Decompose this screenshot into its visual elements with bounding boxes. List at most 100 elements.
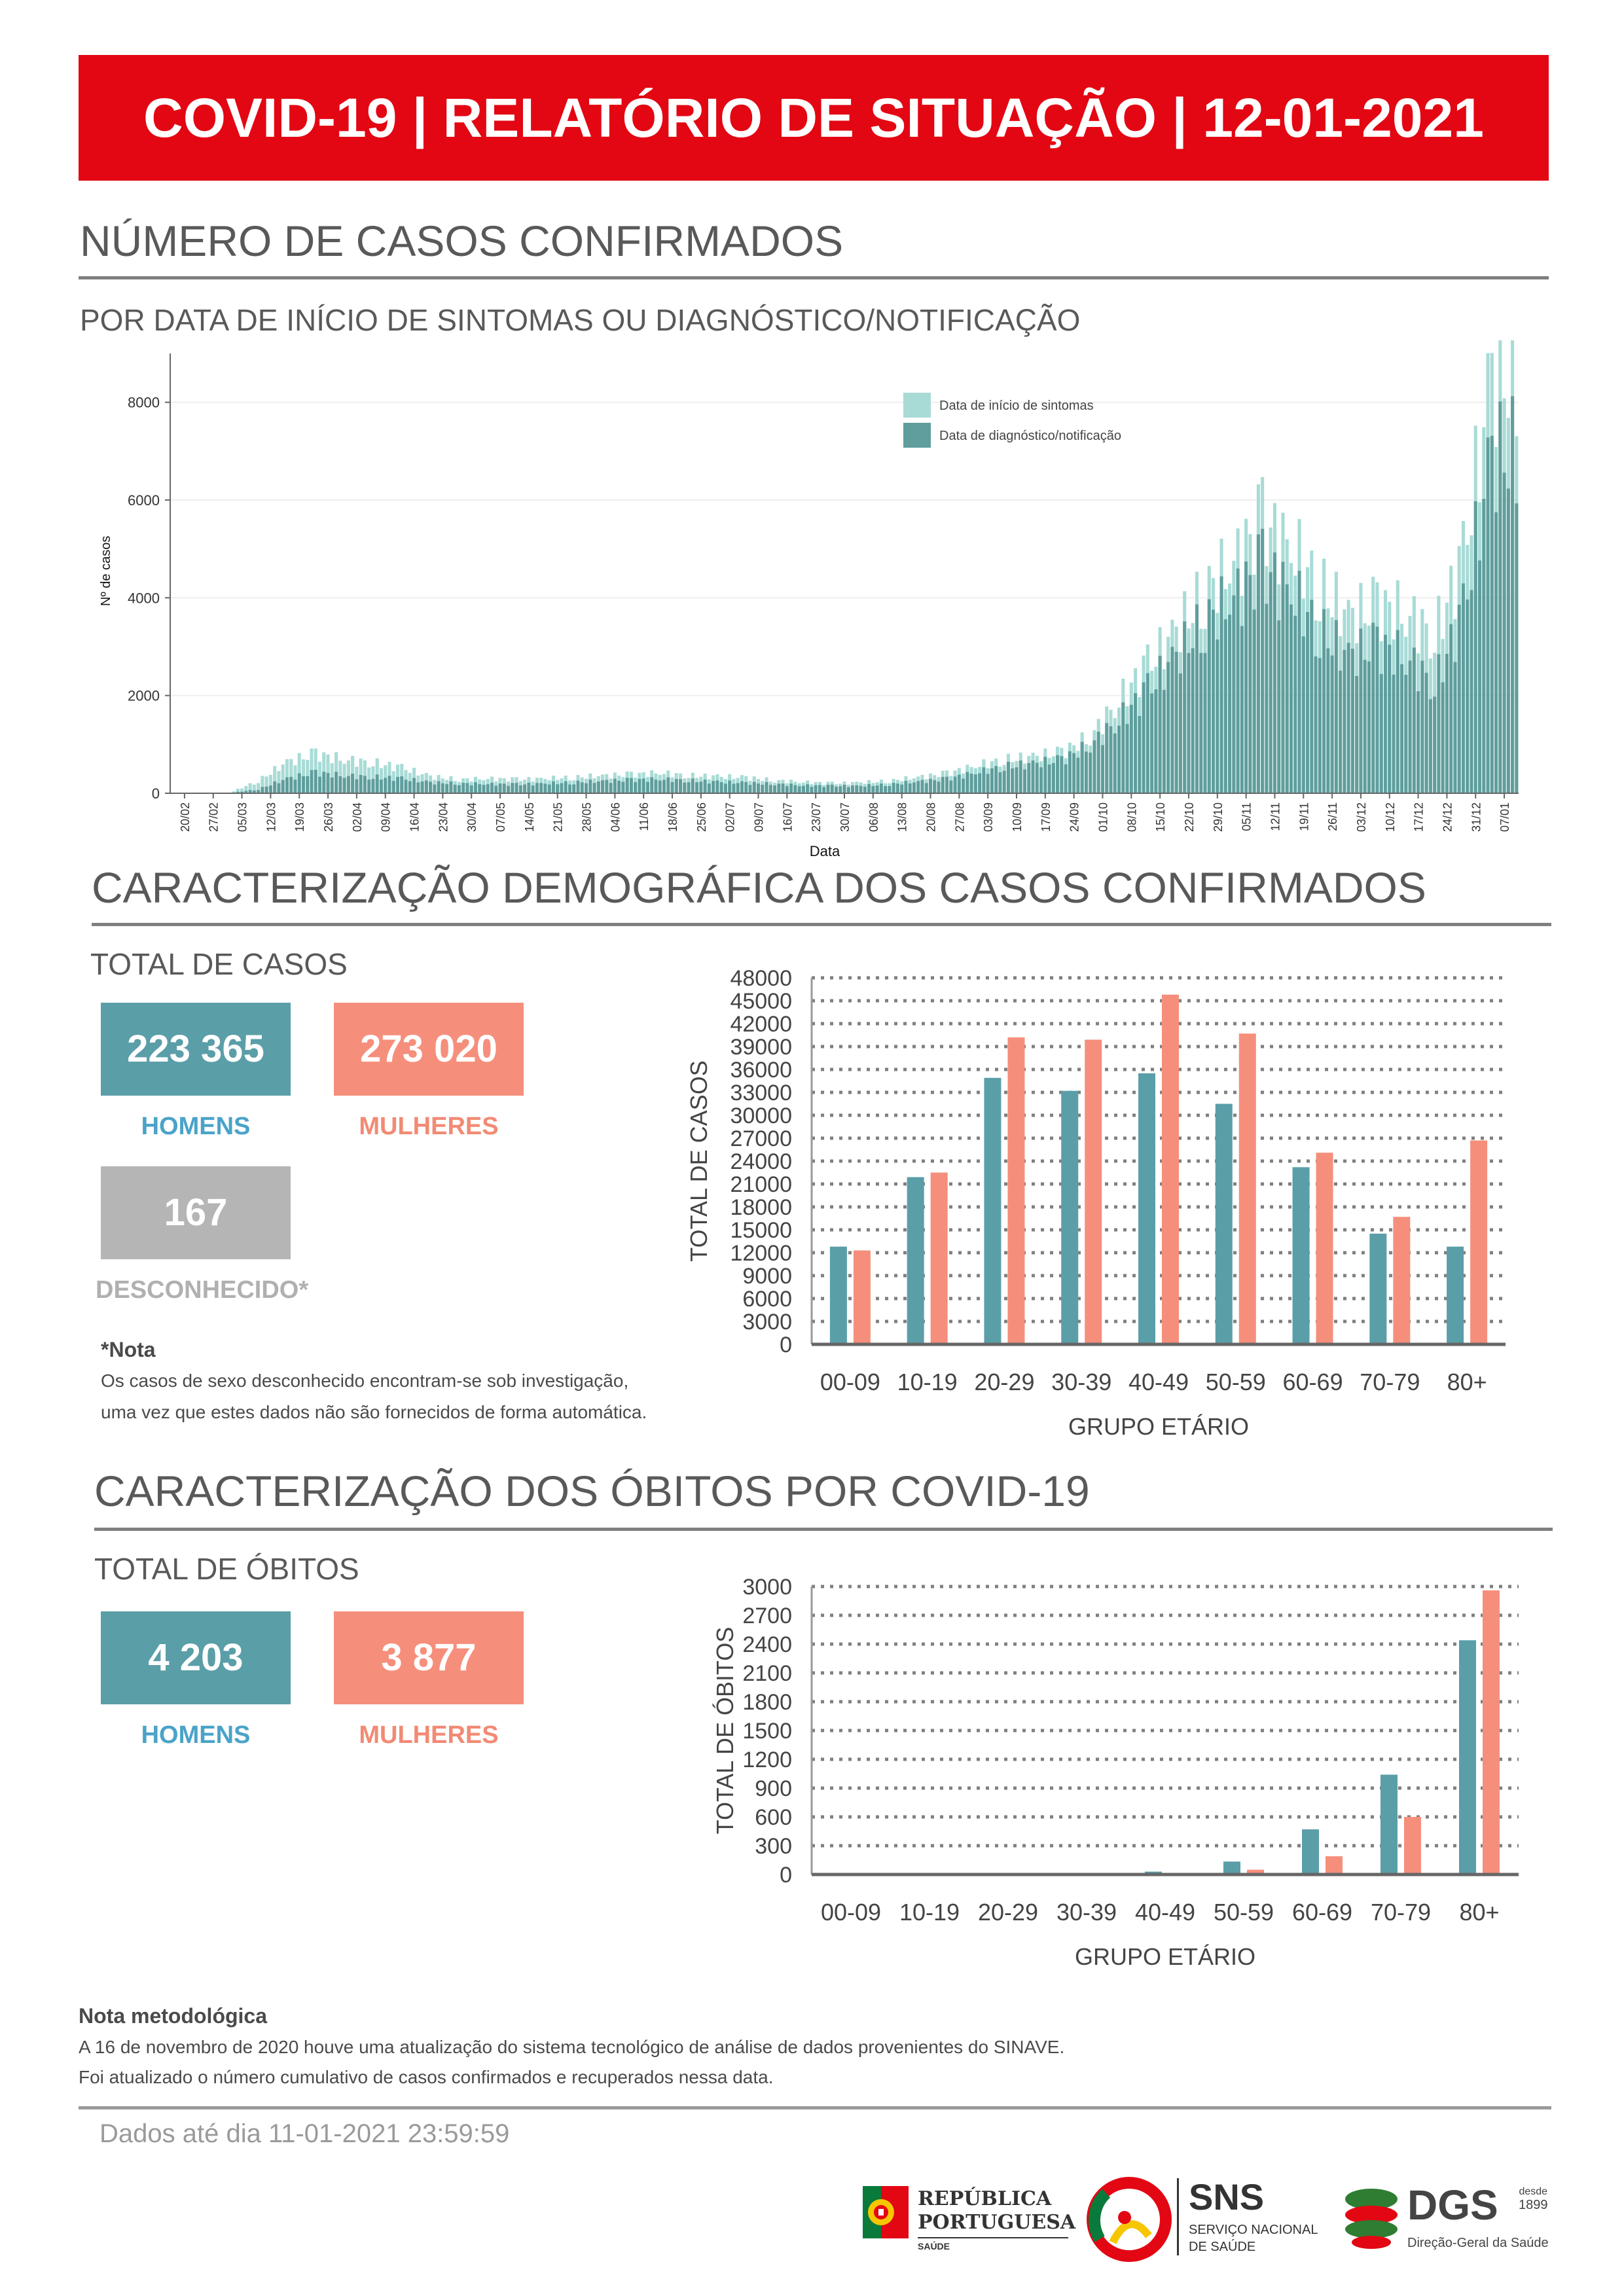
diagnosis-bar	[1482, 499, 1486, 793]
diagnosis-bar	[453, 784, 457, 793]
diagnosis-bar	[601, 780, 605, 793]
diagnosis-bar	[490, 782, 494, 793]
logo-dgs-year: 1899	[1519, 2198, 1548, 2212]
section-divider	[92, 923, 1551, 926]
symptom-onset-bar	[277, 771, 281, 793]
title-banner: COVID-19 | RELATÓRIO DE SITUAÇÃO | 12-01…	[79, 55, 1549, 181]
x-tick-label: 15/10	[1154, 802, 1167, 832]
diagnosis-bar	[580, 782, 584, 793]
diagnosis-bar	[839, 786, 842, 793]
diagnosis-bar	[1096, 732, 1100, 793]
x-tick-label: 31/12	[1470, 802, 1483, 832]
diagnosis-bar	[892, 783, 895, 793]
diagnosis-bar	[699, 781, 703, 793]
diagnosis-bar	[1346, 643, 1350, 793]
diagnosis-bar	[1265, 603, 1269, 793]
diagnosis-bar	[1138, 715, 1142, 793]
diagnosis-bar	[654, 780, 658, 793]
epicurve-chart: 0 2000 4000 6000 8000 Nº de casos 20/02 27/02 05…	[99, 340, 1519, 859]
x-tick-label: 20/02	[179, 802, 192, 832]
diagnosis-bar	[424, 780, 428, 793]
legend-label-symptom: Data de início de sintomas	[939, 399, 1094, 413]
diagnosis-bar	[1445, 654, 1449, 793]
diagnosis-bar	[1310, 600, 1314, 793]
section-title-deaths: CARACTERIZAÇÃO DOS ÓBITOS POR COVID-19	[94, 1467, 1090, 1515]
y-tick-label: 36000	[730, 1058, 792, 1083]
diagnosis-bar	[1502, 473, 1506, 793]
diagnosis-bar	[1371, 622, 1375, 793]
y-tick-label: 27000	[730, 1126, 792, 1151]
diagnosis-bar	[822, 787, 826, 793]
diagnosis-bar	[1252, 609, 1256, 793]
men-bar	[1380, 1774, 1398, 1874]
diagnosis-bar	[1441, 682, 1445, 793]
section-title-demographics: CARACTERIZAÇÃO DEMOGRÁFICA DOS CASOS CON…	[92, 863, 1426, 912]
diagnosis-bar	[1285, 584, 1289, 793]
logo-dgs-since: desde	[1519, 2186, 1548, 2197]
diagnosis-bar	[1318, 658, 1322, 793]
diagnosis-bar	[1199, 653, 1203, 793]
total-cases-label: TOTAL DE CASOS	[90, 947, 348, 981]
diagnosis-bar	[707, 783, 711, 793]
y-tick-label: 1200	[742, 1748, 792, 1772]
y-tick-label: 21000	[730, 1172, 792, 1197]
diagnosis-bar	[473, 782, 478, 793]
diagnosis-bar	[240, 791, 244, 793]
diagnosis-bar	[1457, 604, 1461, 793]
note-title: *Nota	[101, 1338, 156, 1361]
diagnosis-bar	[560, 783, 564, 793]
y-axis-title: Nº de casos	[99, 536, 113, 606]
x-tick-label: 10-19	[899, 1899, 960, 1926]
diagnosis-bar	[1117, 725, 1121, 793]
diagnosis-bar	[310, 770, 314, 793]
diagnosis-bar	[712, 781, 715, 793]
diagnosis-bar	[1511, 396, 1515, 793]
diagnosis-bar	[895, 783, 899, 793]
diagnosis-bar	[1216, 639, 1219, 793]
diagnosis-bar	[969, 774, 973, 793]
diagnosis-bar	[342, 778, 346, 793]
diagnosis-bar	[1244, 561, 1248, 793]
diagnosis-bar	[650, 777, 654, 793]
symptom-onset-bar	[240, 788, 244, 793]
diagnosis-bar	[1158, 655, 1162, 793]
diagnosis-bar	[912, 782, 916, 793]
diagnosis-bar	[756, 783, 761, 793]
diagnosis-bar	[285, 777, 289, 793]
x-axis-title: Data	[810, 843, 840, 859]
diagnosis-bar	[1203, 653, 1207, 793]
y-tick-label: 8000	[128, 395, 160, 411]
diagnosis-bar	[629, 778, 633, 793]
y-tick-label: 42000	[730, 1012, 792, 1037]
diagnosis-bar	[920, 780, 924, 793]
diagnosis-bar	[1228, 615, 1232, 793]
diagnosis-bar	[679, 779, 683, 793]
y-axis-title: TOTAL DE ÓBITOS	[712, 1627, 738, 1835]
diagnosis-bar	[400, 776, 404, 793]
diagnosis-bar	[916, 781, 920, 793]
diagnosis-bar	[973, 774, 977, 793]
diagnosis-bar	[1211, 609, 1216, 793]
diagnosis-bar	[486, 784, 490, 793]
men-bar	[1302, 1829, 1319, 1874]
diagnosis-bar	[904, 781, 908, 793]
diagnosis-bar	[1109, 726, 1113, 793]
diagnosis-bar	[395, 777, 400, 793]
diagnosis-bar	[928, 778, 933, 793]
diagnosis-bar	[986, 774, 990, 793]
diagnosis-bar	[1494, 512, 1498, 793]
diagnosis-bar	[261, 787, 264, 793]
diagnosis-bar	[1051, 762, 1055, 793]
diagnosis-bar	[469, 785, 473, 793]
diagnosis-bar	[1383, 634, 1388, 793]
y-tick-label: 1800	[742, 1690, 792, 1715]
men-bar	[829, 1246, 847, 1344]
diagnosis-bar	[978, 773, 982, 793]
diagnosis-bar	[301, 776, 306, 793]
diagnosis-bar	[875, 785, 879, 793]
x-tick-label: 19/03	[293, 802, 306, 832]
x-tick-label: 60-69	[1292, 1899, 1352, 1926]
diagnosis-bar	[1068, 751, 1072, 793]
diagnosis-bar	[420, 781, 424, 793]
diagnosis-bar	[277, 783, 281, 793]
